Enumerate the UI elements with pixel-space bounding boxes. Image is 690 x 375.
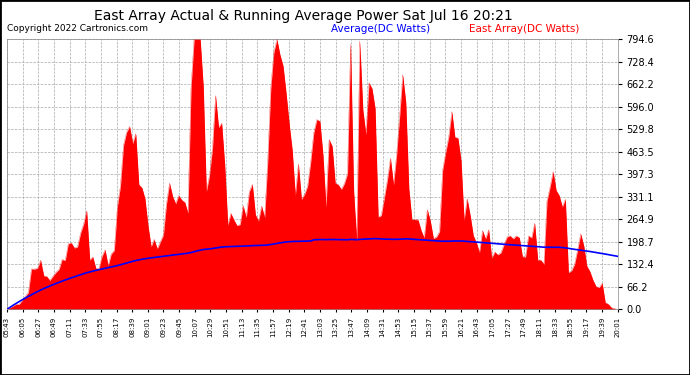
Text: Average(DC Watts): Average(DC Watts) [331, 24, 431, 34]
Text: East Array(DC Watts): East Array(DC Watts) [469, 24, 580, 34]
Text: Copyright 2022 Cartronics.com: Copyright 2022 Cartronics.com [7, 24, 148, 33]
Text: East Array Actual & Running Average Power Sat Jul 16 20:21: East Array Actual & Running Average Powe… [95, 9, 513, 23]
